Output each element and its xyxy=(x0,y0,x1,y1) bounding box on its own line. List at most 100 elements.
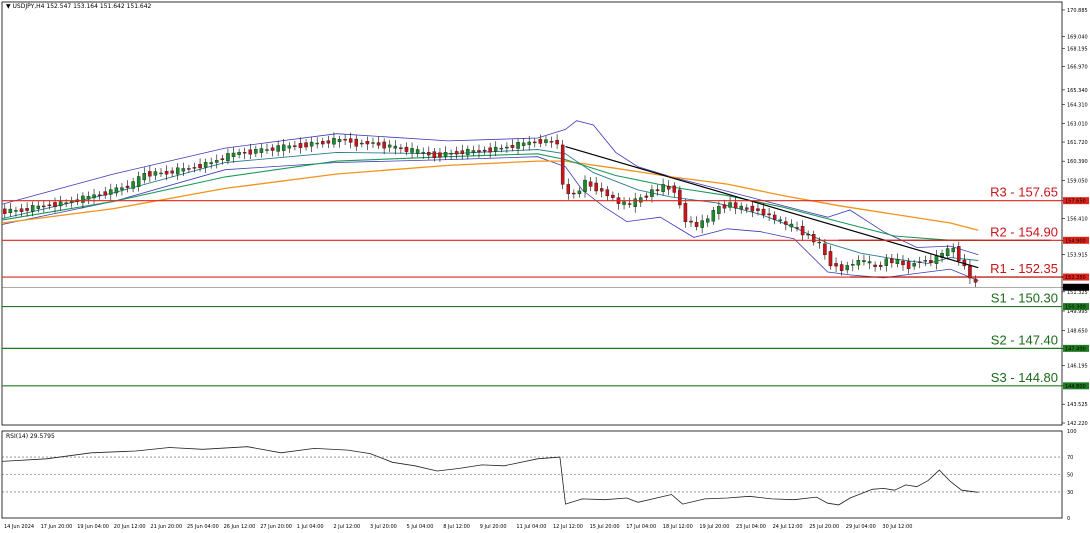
candle-body xyxy=(823,243,827,256)
level-tag-s1 xyxy=(1063,303,1089,311)
candle-body xyxy=(644,195,649,198)
candle-body xyxy=(332,138,336,145)
candle-body xyxy=(276,145,280,152)
candle-body xyxy=(672,185,677,193)
candle-body xyxy=(906,261,911,269)
candle-body xyxy=(376,142,381,146)
candle-body xyxy=(192,167,197,169)
rsi-tick-label: 50 xyxy=(1067,473,1073,479)
candle-body xyxy=(326,140,331,144)
candle-body xyxy=(265,149,269,151)
candle-body xyxy=(678,189,682,206)
candle-body xyxy=(527,141,531,145)
candle-body xyxy=(53,202,57,208)
candle-body xyxy=(365,141,370,145)
candle-body xyxy=(343,139,347,141)
price-tick-label: 151.325 xyxy=(1067,290,1088,296)
level-tag-text-s2: 147.400 xyxy=(1065,346,1086,352)
price-panel-frame xyxy=(1,1,1063,426)
candle-body xyxy=(354,138,359,147)
current-price-tag xyxy=(1063,283,1089,291)
candle-body xyxy=(120,187,124,190)
candle-body xyxy=(443,151,448,157)
candle-body xyxy=(694,221,699,227)
level-tag-s3 xyxy=(1063,382,1089,390)
candle-body xyxy=(471,150,476,153)
candle-body xyxy=(772,214,777,220)
price-tick-label: 148.650 xyxy=(1067,328,1088,334)
candle-body xyxy=(957,246,961,262)
candle-body xyxy=(25,208,29,211)
candle-body xyxy=(64,202,68,204)
moving-average-mid-line xyxy=(1,153,979,241)
price-tick-label: 164.310 xyxy=(1067,103,1088,109)
time-tick-label: 27 Jun 20:00 xyxy=(260,524,292,530)
candle-body xyxy=(321,141,325,145)
level-label-s2: S2 - 147.40 xyxy=(991,332,1058,347)
time-tick-label: 25 Jun 04:00 xyxy=(187,524,219,530)
candle-body xyxy=(438,152,442,158)
candle-body xyxy=(58,201,63,207)
time-tick-label: 1 Jul 04:00 xyxy=(297,524,324,530)
level-label-r3: R3 - 157.65 xyxy=(990,185,1058,200)
candle-body xyxy=(945,248,950,257)
candle-body xyxy=(125,185,130,188)
candle-body xyxy=(399,147,403,149)
rsi-tick-label: 0 xyxy=(1067,516,1070,522)
candle-body xyxy=(594,182,598,192)
candle-body xyxy=(505,146,509,149)
candle-body xyxy=(281,144,286,151)
time-tick-label: 17 Jun 20:00 xyxy=(41,524,73,530)
level-tag-r2 xyxy=(1063,236,1089,244)
level-label-s3: S3 - 144.80 xyxy=(991,370,1058,385)
candle-body xyxy=(828,251,833,267)
candle-body xyxy=(259,148,264,153)
candle-body xyxy=(627,203,632,205)
time-tick-label: 19 Jun 04:00 xyxy=(77,524,109,530)
candle-body xyxy=(577,190,582,195)
candle-body xyxy=(454,151,459,155)
candle-body xyxy=(14,210,18,212)
candle-body xyxy=(86,196,91,200)
candle-body xyxy=(460,150,465,154)
candle-body xyxy=(432,151,437,159)
time-tick-label: 17 Jul 04:00 xyxy=(626,524,656,530)
price-tick-label: 165.340 xyxy=(1067,88,1088,94)
candle-body xyxy=(555,139,559,145)
candle-body xyxy=(856,260,861,266)
candle-body xyxy=(136,176,141,187)
candle-body xyxy=(148,171,152,177)
candle-body xyxy=(605,189,610,197)
candle-body xyxy=(745,207,749,210)
candle-body xyxy=(756,208,760,211)
time-tick-label: 11 Jul 04:00 xyxy=(516,524,546,530)
candle-body xyxy=(767,213,771,216)
candle-body xyxy=(47,204,52,207)
time-tick-label: 5 Jul 04:00 xyxy=(407,524,434,530)
candle-body xyxy=(427,152,431,156)
candle-body xyxy=(633,198,637,208)
level-tag-text-r2: 154.900 xyxy=(1065,238,1086,244)
bollinger-upper-line xyxy=(1,120,979,256)
candle-body xyxy=(237,152,241,155)
time-tick-label: 19 Jul 20:00 xyxy=(699,524,729,530)
trendline xyxy=(565,146,979,269)
candle-body xyxy=(655,189,660,192)
candle-body xyxy=(304,142,308,148)
price-tick-label: 160.390 xyxy=(1067,159,1088,165)
price-tick-label: 161.720 xyxy=(1067,140,1088,146)
candle-body xyxy=(175,167,180,175)
candle-body xyxy=(784,221,788,225)
candle-body xyxy=(901,260,905,266)
candle-body xyxy=(220,158,225,161)
price-tick-label: 156.410 xyxy=(1067,217,1088,223)
rsi-tick-label: 30 xyxy=(1067,490,1073,496)
candle-body xyxy=(533,141,537,144)
candle-body xyxy=(722,204,727,209)
candle-body xyxy=(544,139,548,143)
time-tick-label: 14 Jun 2024 xyxy=(4,524,34,530)
candle-body xyxy=(209,162,213,165)
candle-body xyxy=(878,264,883,267)
time-tick-label: 29 Jul 04:00 xyxy=(846,524,876,530)
candle-body xyxy=(884,258,889,266)
